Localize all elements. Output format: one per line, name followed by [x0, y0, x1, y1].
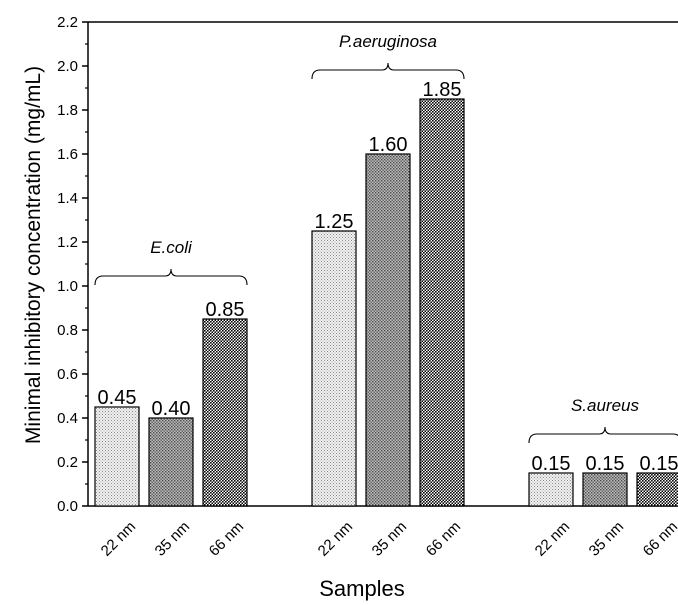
category-label: 66 nm [423, 518, 465, 560]
data-label: 1.85 [423, 79, 462, 101]
category-label: 22 nm [98, 518, 140, 560]
y-tick-label: 1.2 [57, 234, 78, 251]
bar [311, 230, 357, 507]
y-tick-label: 2.2 [57, 14, 78, 31]
category-labels: 22 nm 35 nm 66 nm 22 nm 35 nm 66 nm 22 nm 35 nm… [98, 518, 678, 560]
y-tick-label: 1.6 [57, 146, 78, 163]
bar [582, 472, 628, 507]
data-label: 0.15 [532, 453, 571, 475]
y-tick-label: 1.8 [57, 102, 78, 119]
y-tick-label: 0.8 [57, 322, 78, 339]
y-tick-label: 0.0 [57, 498, 78, 515]
group-bracket [94, 268, 248, 286]
value-labels: 0.45 0.40 0.85 1.25 1.60 1.85 0.15 0.15 0.15 [98, 79, 678, 475]
group-label: P.aeruginosa [339, 32, 437, 51]
bar [365, 153, 411, 507]
group-label: E.coli [150, 238, 193, 257]
bar [202, 318, 248, 507]
category-label: 22 nm [315, 518, 357, 560]
group-brackets: E.coli P.aeruginosa S.aureus [94, 32, 678, 444]
data-label: 0.40 [152, 398, 191, 420]
y-tick-label: 0.2 [57, 454, 78, 471]
category-label: 35 nm [586, 518, 628, 560]
data-label: 0.85 [206, 299, 245, 321]
y-tick-label: 1.0 [57, 278, 78, 295]
category-label: 66 nm [640, 518, 678, 560]
category-label: 22 nm [532, 518, 574, 560]
data-label: 1.60 [369, 134, 408, 156]
data-label: 1.25 [315, 211, 354, 233]
group-bracket [528, 426, 678, 444]
data-label: 0.15 [586, 453, 625, 475]
y-axis-title: Minimal inhibitory concentration (mg/mL) [22, 66, 45, 444]
category-label: 35 nm [152, 518, 194, 560]
bar [636, 472, 678, 507]
bar [148, 417, 194, 507]
x-axis-title: Samples [319, 576, 405, 601]
y-tick-label: 0.4 [57, 410, 78, 427]
bar [94, 406, 140, 507]
y-tick-label: 2.0 [57, 58, 78, 75]
category-label: 35 nm [369, 518, 411, 560]
y-ticks: 0.0 0.2 0.4 0.6 0.8 1.0 1.2 1.4 1.6 1.8 2.0 2.2 [57, 14, 88, 515]
bar [419, 98, 465, 507]
bars [94, 98, 678, 507]
group-label: S.aureus [571, 396, 640, 415]
data-label: 0.45 [98, 387, 137, 409]
category-label: 66 nm [206, 518, 248, 560]
y-tick-label: 1.4 [57, 190, 78, 207]
y-tick-label: 0.6 [57, 366, 78, 383]
group-bracket [311, 62, 465, 80]
bar [528, 472, 574, 507]
data-label: 0.15 [640, 453, 678, 475]
